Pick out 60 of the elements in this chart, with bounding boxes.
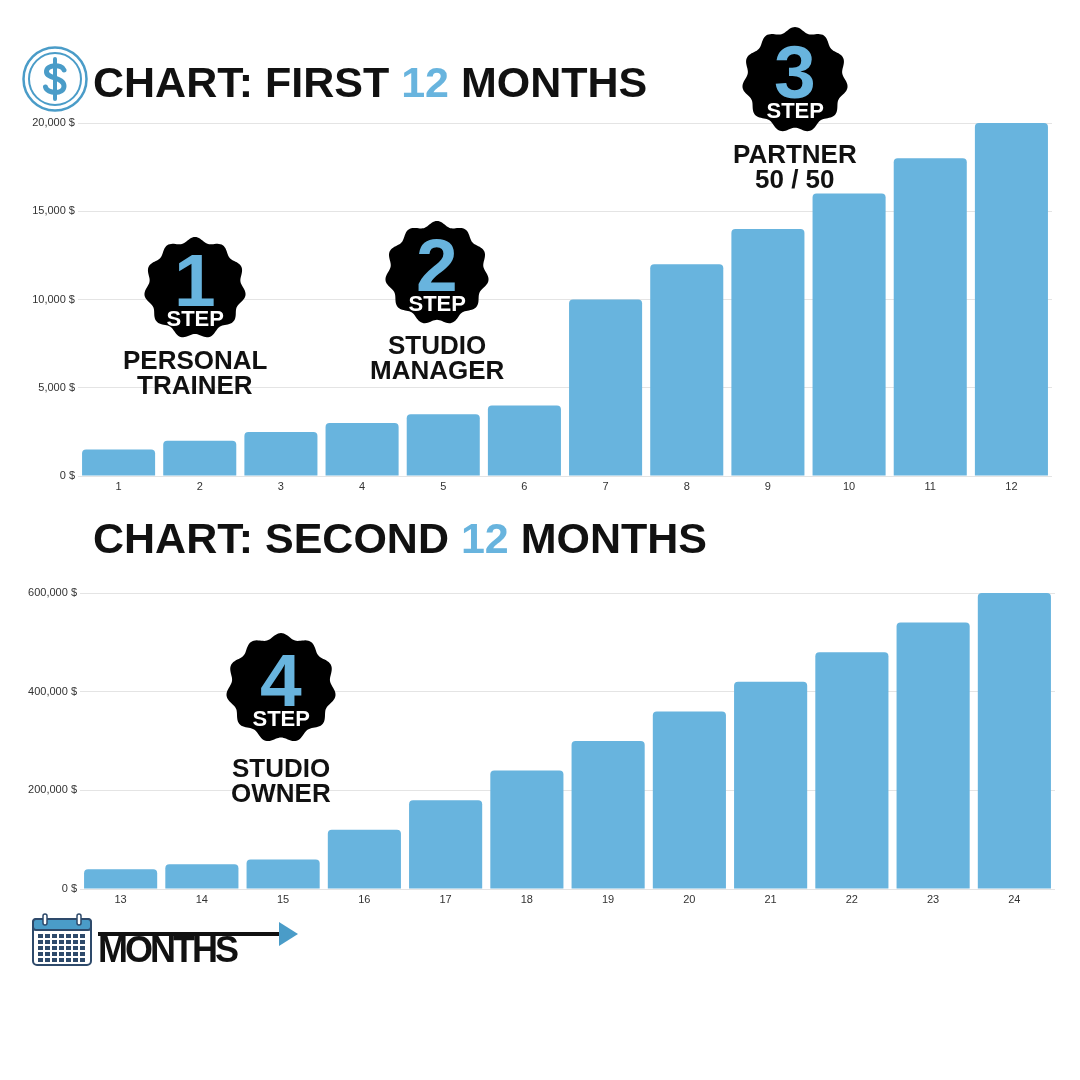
x-tick-label: 5 — [440, 479, 447, 492]
bar — [325, 423, 399, 476]
x-tick-label: 4 — [359, 479, 366, 492]
x-tick-label: 13 — [114, 892, 127, 905]
x-tick-label: 11 — [924, 479, 936, 492]
x-tick-label: 21 — [764, 892, 777, 905]
bar — [406, 414, 480, 476]
bar — [327, 829, 401, 889]
x-tick-label: 22 — [845, 892, 858, 905]
x-tick-label: 20 — [683, 892, 696, 905]
x-tick-label: 17 — [439, 892, 452, 905]
y-tick-label: 400,000 $ — [28, 684, 77, 697]
bar — [731, 228, 805, 476]
bar — [977, 593, 1051, 889]
bar — [163, 440, 237, 476]
x-tick-label: 24 — [1008, 892, 1021, 905]
bar — [244, 431, 318, 476]
bar — [571, 741, 645, 889]
y-tick-label: 20,000 $ — [32, 116, 75, 129]
y-tick-label: 5,000 $ — [38, 380, 75, 393]
x-tick-label: 1 — [115, 479, 122, 492]
bar — [165, 864, 239, 889]
bar — [246, 859, 320, 889]
bar — [650, 264, 724, 476]
x-tick-label: 3 — [277, 479, 284, 492]
x-tick-label: 15 — [277, 892, 290, 905]
bar — [84, 869, 158, 889]
bar — [896, 622, 970, 889]
y-tick-label: 10,000 $ — [32, 292, 75, 305]
bar — [974, 123, 1048, 476]
bar — [893, 158, 967, 476]
bar — [652, 711, 726, 889]
y-tick-label: 0 $ — [61, 882, 77, 895]
x-tick-label: 10 — [842, 479, 856, 492]
x-tick-label: 8 — [683, 479, 690, 492]
x-tick-label: 7 — [602, 479, 609, 492]
chart-title: CHART: FIRST 12 MONTHS — [93, 58, 648, 106]
bar — [812, 193, 886, 476]
x-tick-label: 12 — [1005, 479, 1018, 492]
bar — [409, 800, 483, 889]
x-tick-label: 18 — [520, 892, 533, 905]
x-tick-label: 2 — [196, 479, 203, 492]
y-tick-label: 600,000 $ — [28, 586, 77, 599]
bar — [815, 652, 889, 889]
y-tick-label: 200,000 $ — [28, 783, 77, 796]
bar — [569, 299, 643, 476]
x-tick-label: 19 — [602, 892, 615, 905]
bar — [734, 681, 808, 889]
y-tick-label: 0 $ — [59, 469, 75, 482]
bar — [490, 770, 564, 889]
x-tick-label: 14 — [195, 892, 208, 905]
x-tick-label: 23 — [927, 892, 940, 905]
chart-title: CHART: SECOND 12 MONTHS — [93, 514, 708, 562]
x-tick-label: 6 — [521, 479, 528, 492]
x-axis-title: MONTHS — [98, 929, 236, 970]
bar — [487, 405, 561, 476]
bar — [82, 449, 156, 476]
y-tick-label: 15,000 $ — [32, 204, 75, 217]
x-tick-label: 9 — [764, 479, 771, 492]
x-tick-label: 16 — [358, 892, 371, 905]
